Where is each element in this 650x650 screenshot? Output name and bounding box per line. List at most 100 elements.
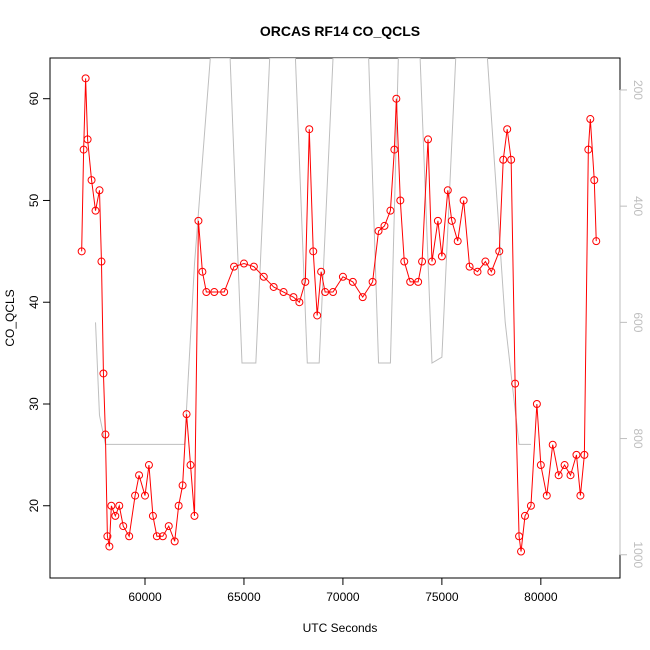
y2-tick-label: 400 xyxy=(631,196,645,216)
data-point xyxy=(125,532,134,541)
data-point xyxy=(390,145,399,154)
data-point xyxy=(239,259,248,268)
y-axis-label: CO_QCLS xyxy=(3,289,17,346)
data-point xyxy=(158,532,167,541)
data-point xyxy=(101,430,110,439)
data-point xyxy=(521,511,529,520)
data-point xyxy=(499,155,508,164)
data-point xyxy=(83,135,92,144)
data-point xyxy=(358,293,367,302)
y2-tick-label: 600 xyxy=(631,312,645,332)
data-point xyxy=(289,293,298,302)
plot-area xyxy=(77,58,601,556)
data-point xyxy=(368,277,377,286)
data-point xyxy=(131,491,140,500)
data-point xyxy=(414,277,423,286)
data-point xyxy=(507,155,516,164)
data-point xyxy=(91,206,100,215)
data-point xyxy=(532,399,541,408)
data-point xyxy=(487,267,496,276)
data-point xyxy=(135,471,144,480)
data-point xyxy=(459,196,468,205)
data-point xyxy=(309,247,318,256)
data-point xyxy=(97,257,106,266)
data-point xyxy=(592,237,601,246)
data-point xyxy=(584,145,593,154)
data-point xyxy=(178,481,187,490)
data-point xyxy=(79,145,88,154)
data-point xyxy=(580,450,589,459)
data-point xyxy=(515,532,524,541)
data-point xyxy=(424,135,433,144)
data-point xyxy=(194,216,203,225)
data-point xyxy=(427,257,436,266)
data-point xyxy=(259,272,268,281)
data-point xyxy=(517,547,526,556)
x-axis-label: UTC Seconds xyxy=(303,621,378,635)
y-tick-label: 50 xyxy=(27,193,41,207)
data-point xyxy=(536,461,545,470)
data-point xyxy=(526,501,535,510)
y-tick-label: 60 xyxy=(27,92,41,106)
data-point xyxy=(95,186,104,195)
data-point xyxy=(443,186,452,195)
data-point xyxy=(453,237,462,246)
data-point xyxy=(230,262,239,271)
data-point xyxy=(566,471,575,480)
y-tick-label: 30 xyxy=(27,397,41,411)
chart-title: ORCAS RF14 CO_QCLS xyxy=(260,23,420,39)
data-point xyxy=(305,125,314,134)
data-point xyxy=(107,501,116,510)
data-point xyxy=(202,288,211,297)
data-point xyxy=(81,74,90,83)
y2-tick-label: 200 xyxy=(631,80,645,100)
data-point xyxy=(386,206,395,215)
data-point xyxy=(144,461,153,470)
data-point xyxy=(374,226,383,235)
data-point xyxy=(279,288,288,297)
data-point xyxy=(198,267,207,276)
data-point xyxy=(503,125,512,134)
data-point xyxy=(174,501,183,510)
data-point xyxy=(473,267,482,276)
data-point xyxy=(105,542,114,551)
data-point xyxy=(542,491,551,500)
data-point xyxy=(418,257,427,266)
data-point xyxy=(317,267,326,276)
data-point xyxy=(190,511,199,520)
data-point xyxy=(182,410,191,419)
data-point xyxy=(210,288,219,297)
data-point xyxy=(329,288,338,297)
data-point xyxy=(269,282,278,291)
x-tick-label: 80000 xyxy=(524,590,558,604)
data-point xyxy=(164,522,173,531)
data-point xyxy=(99,369,108,378)
data-point xyxy=(301,277,310,286)
y-tick-label: 40 xyxy=(27,295,41,309)
series-line xyxy=(81,78,597,552)
data-point xyxy=(576,491,585,500)
x-tick-label: 75000 xyxy=(425,590,459,604)
series-line xyxy=(95,58,531,445)
data-point xyxy=(437,252,446,261)
data-point xyxy=(249,262,258,271)
data-point xyxy=(495,247,504,256)
data-point xyxy=(141,491,149,500)
data-point xyxy=(586,115,595,124)
data-point xyxy=(554,471,563,480)
data-point xyxy=(511,379,520,388)
data-point xyxy=(396,196,405,205)
data-point xyxy=(152,532,161,541)
y2-tick-label: 800 xyxy=(631,429,645,449)
data-point xyxy=(87,176,96,185)
data-point xyxy=(560,461,569,470)
data-point xyxy=(77,247,86,256)
data-point xyxy=(295,298,304,307)
x-tick-label: 65000 xyxy=(227,590,261,604)
data-point xyxy=(433,216,442,225)
data-point xyxy=(220,288,229,297)
data-point xyxy=(380,221,389,230)
data-point xyxy=(111,511,120,520)
data-point xyxy=(313,311,322,320)
